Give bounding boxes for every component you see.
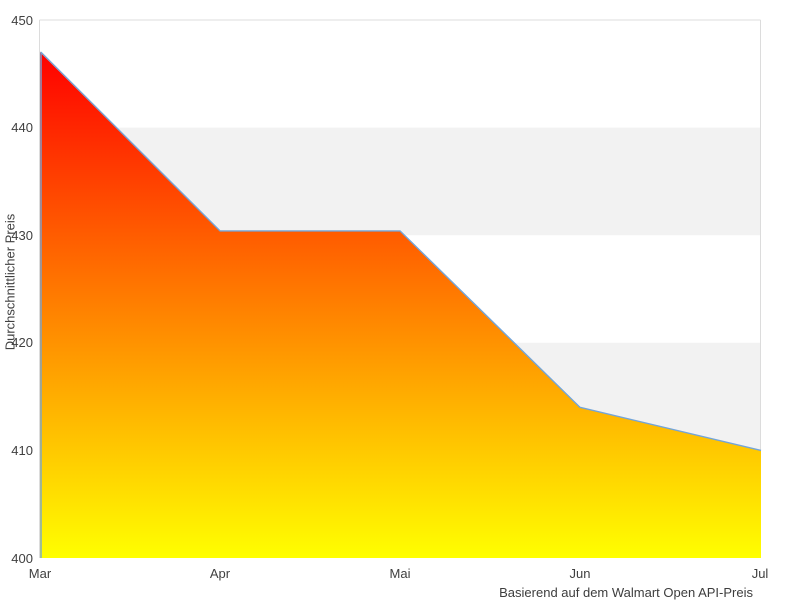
- x-tick-label: Jul: [751, 566, 769, 581]
- x-tick-label: Mai: [389, 566, 411, 581]
- x-tick-label: Apr: [209, 566, 231, 581]
- x-tick-label: Mar: [28, 566, 52, 581]
- y-tick-label: 430: [11, 227, 33, 243]
- x-tick-label: Jun: [569, 566, 591, 581]
- y-tick-label: 410: [11, 442, 33, 458]
- y-tick-label: 420: [11, 335, 33, 351]
- y-tick-label: 440: [11, 120, 33, 136]
- chart-caption: Basierend auf dem Walmart Open API-Preis: [499, 585, 753, 600]
- area-series: [40, 52, 761, 558]
- series-line: [40, 51, 762, 558]
- y-tick-label: 400: [11, 550, 33, 566]
- y-tick-label: 450: [11, 12, 33, 28]
